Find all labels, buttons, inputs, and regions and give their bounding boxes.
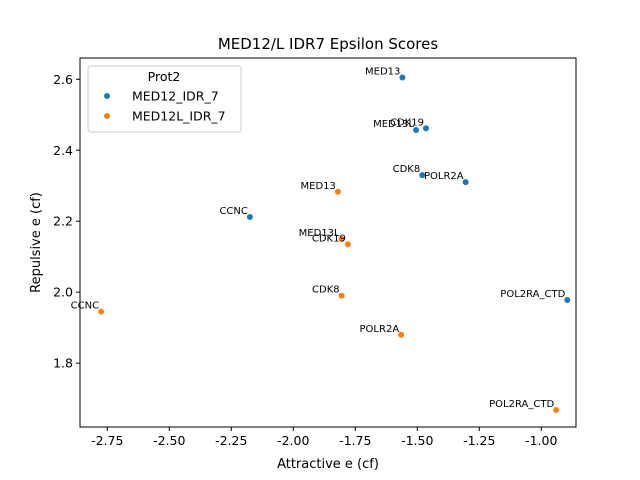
point-labels-layer: MED13CDK19MED13LCDK8POLR2ACCNCPOL2RA_CTD… (71, 67, 566, 410)
point-label: MED13 (301, 181, 336, 192)
y-tick-label: 2.4 (53, 143, 73, 158)
y-tick-label: 2.2 (53, 214, 73, 229)
x-tick-label: -2.00 (277, 433, 309, 448)
point-label: MED13L (373, 119, 414, 130)
x-tick-label: -2.75 (91, 433, 123, 448)
legend-entry-label: MED12_IDR_7 (132, 89, 219, 104)
y-tick-label: 2.0 (53, 285, 73, 300)
data-point (422, 124, 430, 132)
data-point (334, 188, 342, 196)
y-axis-label: Repulsive e (cf) (29, 192, 44, 293)
point-label: CDK8 (393, 164, 421, 175)
x-tick-label: -1.00 (525, 433, 557, 448)
y-axis: 1.8 2.0 2.2 2.4 2.6 (53, 72, 80, 371)
x-tick-label: -1.25 (463, 433, 495, 448)
data-point (338, 235, 346, 243)
point-label: POLR2A (424, 171, 464, 182)
point-label: CCNC (71, 301, 99, 312)
x-axis-label: Attractive e (cf) (277, 457, 379, 472)
legend-box (87, 65, 242, 133)
data-point (397, 331, 405, 339)
x-tick-label: -1.50 (401, 433, 433, 448)
point-label: MED13 (365, 67, 400, 78)
legend-marker (103, 92, 111, 100)
point-label: CDK19 (312, 233, 346, 244)
legend: Prot2 MED12_IDR_7 MED12L_IDR_7 (87, 65, 242, 133)
point-label: POL2RA_CTD (489, 399, 554, 410)
y-tick-label: 2.6 (53, 72, 73, 87)
legend-title: Prot2 (148, 69, 181, 84)
data-point (563, 296, 571, 304)
chart-title: MED12/L IDR7 Epsilon Scores (218, 35, 439, 53)
data-point (246, 213, 254, 221)
point-label: POL2RA_CTD (500, 289, 565, 300)
point-label: POLR2A (360, 324, 400, 335)
x-tick-label: -1.75 (339, 433, 371, 448)
legend-marker (103, 112, 111, 120)
data-point (338, 292, 346, 300)
points-layer (97, 73, 571, 414)
x-tick-label: -2.50 (153, 433, 185, 448)
data-point (398, 73, 407, 82)
point-label: CDK19 (390, 117, 424, 128)
x-tick-label: -2.25 (215, 433, 247, 448)
data-point (418, 171, 426, 179)
legend-entries: MED12_IDR_7 MED12L_IDR_7 (103, 89, 226, 124)
data-point (97, 308, 105, 316)
point-label: CDK8 (312, 285, 340, 296)
point-label: CCNC (219, 206, 247, 217)
legend-entry-label: MED12L_IDR_7 (132, 109, 226, 124)
point-label: MED13L (299, 228, 340, 239)
data-point (412, 126, 420, 134)
y-tick-label: 1.8 (53, 356, 73, 371)
data-point (462, 178, 470, 186)
data-point (552, 406, 560, 414)
plot-area-frame (79, 57, 577, 428)
data-point (344, 240, 352, 248)
x-axis: -2.75 -2.50 -2.25 -2.00 -1.75 -1.50 -1.25 -1.00 (91, 427, 557, 448)
